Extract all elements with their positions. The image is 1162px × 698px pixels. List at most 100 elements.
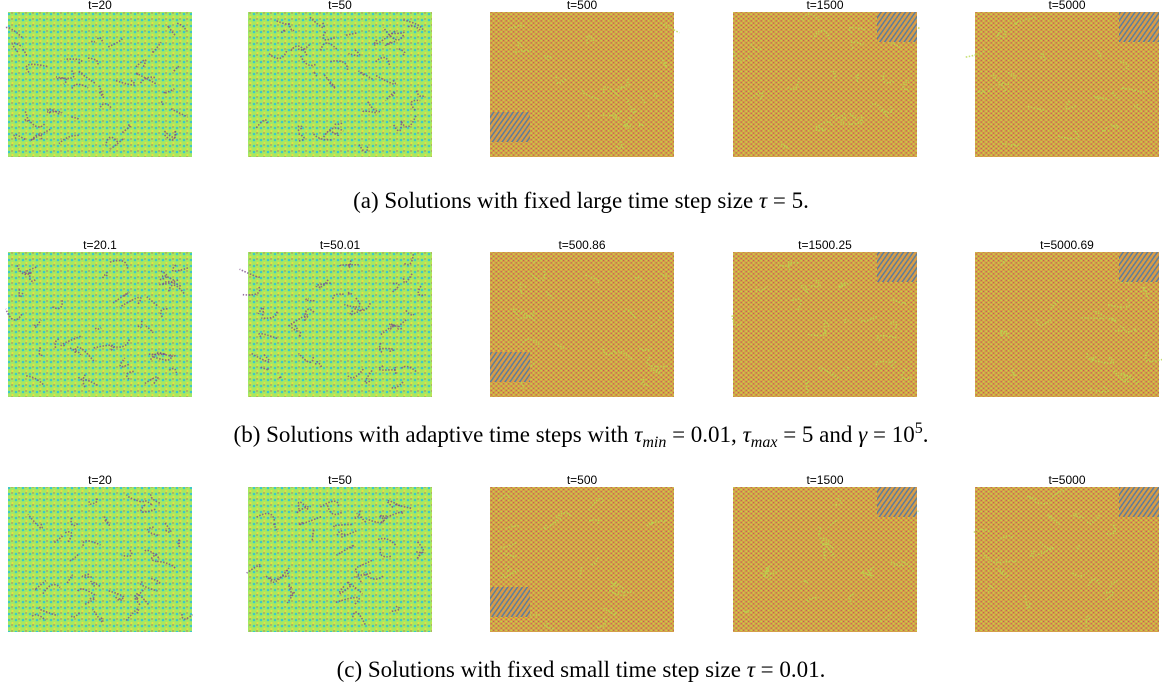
domain-boundary — [501, 568, 520, 579]
domain-boundary — [42, 583, 61, 595]
domain-boundary — [843, 319, 852, 325]
caption-part: (a) Solutions with fixed large time step… — [353, 188, 759, 213]
domain-boundary — [1047, 514, 1062, 526]
domain-boundary — [662, 273, 669, 278]
domain-boundary — [1125, 328, 1138, 334]
domain-boundary — [60, 335, 83, 347]
panel-title: t=1500 — [806, 473, 843, 487]
domain-boundary — [848, 592, 856, 603]
domain-boundary — [838, 281, 847, 289]
caption-part: = 0.01, — [666, 422, 742, 447]
caption-part: = 5 and — [777, 422, 858, 447]
domain-boundary — [902, 79, 910, 91]
domain-boundary — [1144, 351, 1162, 363]
domain-boundary — [613, 115, 622, 122]
domain-boundary — [104, 136, 119, 146]
striped-domain — [877, 252, 917, 282]
domain-boundary — [996, 28, 1007, 39]
domain-boundary — [1087, 578, 1101, 587]
domain-boundary — [119, 296, 142, 308]
domain-boundary — [519, 338, 540, 347]
domain-boundary — [596, 617, 607, 629]
striped-domain — [1119, 487, 1159, 517]
domain-boundary — [776, 260, 792, 267]
domain-boundary — [137, 319, 143, 329]
domain-boundary — [1024, 594, 1031, 610]
domain-boundary — [109, 259, 129, 269]
domain-boundary — [296, 125, 303, 132]
pattern-image — [965, 12, 1159, 157]
domain-boundary — [280, 28, 288, 33]
domain-boundary — [55, 70, 75, 80]
domain-boundary — [144, 376, 159, 385]
domain-boundary — [264, 574, 282, 581]
domain-boundary — [330, 60, 349, 70]
domain-boundary — [850, 41, 864, 49]
domain-boundary — [246, 563, 262, 574]
domain-boundary — [879, 612, 892, 623]
domain-boundary — [806, 596, 822, 602]
domain-boundary — [70, 517, 79, 527]
domain-boundary — [588, 518, 600, 525]
domain-boundary — [298, 515, 323, 526]
domain-boundary — [319, 42, 338, 52]
domain-boundary — [1111, 92, 1121, 101]
domain-boundary — [54, 338, 60, 349]
striped-domain — [490, 352, 530, 382]
domain-boundary — [1107, 298, 1131, 308]
domain-boundary — [410, 99, 421, 111]
domain-boundary — [115, 79, 136, 86]
domain-boundary — [503, 552, 517, 558]
domain-boundary — [1114, 325, 1126, 332]
domain-boundary — [620, 77, 630, 89]
domain-boundary — [1093, 310, 1117, 323]
domain-boundary — [889, 320, 898, 332]
domain-boundary — [332, 293, 345, 299]
domain-boundary — [28, 119, 46, 128]
domain-boundary — [119, 357, 130, 368]
domain-boundary — [297, 352, 315, 363]
panel-title: t=500.86 — [558, 238, 605, 252]
domain-boundary — [1096, 49, 1102, 57]
domain-boundary — [261, 311, 278, 320]
domain-boundary — [649, 366, 663, 376]
domain-boundary — [124, 607, 140, 623]
domain-boundary — [579, 567, 583, 577]
domain-boundary — [382, 27, 405, 41]
domain-boundary — [77, 70, 96, 84]
domain-boundary — [999, 329, 1008, 340]
domain-boundary — [391, 380, 405, 389]
domain-boundary — [344, 32, 357, 36]
caption-part: τ — [759, 188, 768, 213]
domain-boundary — [136, 598, 141, 606]
domain-boundary — [151, 41, 162, 54]
domain-boundary — [320, 278, 330, 288]
domain-boundary — [309, 16, 325, 29]
domain-boundary — [363, 572, 384, 580]
domain-boundary — [33, 319, 42, 329]
domain-boundary — [1000, 330, 1010, 338]
domain-boundary — [255, 119, 268, 129]
domain-boundary — [362, 110, 378, 114]
domain-boundary — [101, 272, 108, 279]
domain-boundary — [349, 308, 364, 316]
domain-boundary — [5, 308, 23, 321]
domain-boundary — [555, 74, 567, 85]
domain-boundary — [519, 283, 527, 294]
domain-boundary — [497, 494, 510, 502]
domain-boundary — [855, 74, 859, 83]
domain-boundary — [407, 25, 421, 31]
domain-boundary — [1050, 300, 1059, 310]
domain-boundary — [1086, 514, 1101, 525]
domain-boundary — [862, 568, 872, 577]
domain-boundary — [881, 105, 893, 114]
domain-boundary — [81, 573, 93, 578]
domain-boundary — [661, 59, 668, 68]
domain-boundary — [625, 98, 636, 114]
domain-boundary — [995, 534, 1014, 544]
domain-boundary — [1085, 351, 1094, 361]
domain-boundary — [160, 101, 164, 107]
domain-boundary — [298, 331, 302, 338]
